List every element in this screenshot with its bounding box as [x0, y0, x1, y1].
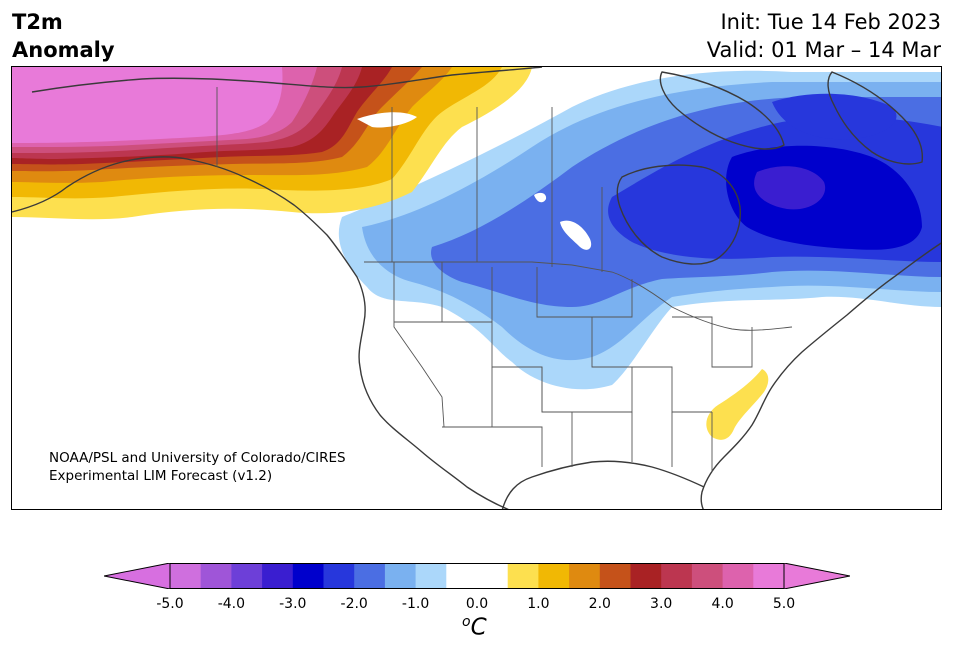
- colorbar-cell: [200, 563, 232, 589]
- colorbar-cell: [231, 563, 263, 589]
- colorbar-cell: [292, 563, 324, 589]
- unit-letter: C: [470, 614, 487, 641]
- colorbar-cell: [384, 563, 417, 589]
- colorbar-cell: [323, 563, 355, 589]
- degree-sign: o: [462, 614, 471, 630]
- colorbar-cell: [691, 563, 724, 589]
- colorbar-cell: [722, 563, 754, 589]
- valid-range: Valid: 01 Mar – 14 Mar: [706, 38, 941, 62]
- date-info: Init: Tue 14 Feb 2023 Valid: 01 Mar – 14…: [707, 8, 941, 64]
- warm-region-max: [12, 67, 283, 143]
- title-subtitle: Anomaly: [12, 38, 115, 62]
- map-svg: [12, 67, 941, 509]
- colorbar-cell: [538, 563, 570, 589]
- colorbar-cell: [446, 563, 478, 589]
- anomaly-map: [11, 66, 942, 510]
- colorbar-tick-label: 2.0: [588, 596, 611, 612]
- colorbar-tick-label: 0.0: [465, 596, 489, 612]
- colorbar: [104, 563, 850, 589]
- warm-region-southeast: [706, 369, 769, 440]
- title-variable: T2m: [12, 10, 63, 34]
- colorbar-over-arrow: [783, 563, 850, 589]
- colorbar-unit: oC: [462, 614, 487, 641]
- credit-line2: Experimental LIM Forecast (v1.2): [49, 468, 273, 484]
- colorbar-cell: [507, 563, 539, 589]
- colorbar-tick-label: -5.0: [156, 596, 184, 612]
- colorbar-tick-label: 5.0: [772, 596, 796, 612]
- credit-text: NOAA/PSL and University of Colorado/CIRE…: [49, 449, 346, 485]
- colorbar-cell: [599, 563, 631, 589]
- colorbar-tick-label: 4.0: [711, 596, 734, 612]
- colorbar-cell: [477, 563, 509, 589]
- colorbar-tick-label: 3.0: [650, 596, 673, 612]
- credit-line1: NOAA/PSL and University of Colorado/CIRE…: [49, 450, 346, 466]
- colorbar-tick-label: -2.0: [340, 596, 368, 612]
- colorbar-tick-label: 1.0: [527, 596, 550, 612]
- colorbar-tick-label: -4.0: [217, 596, 246, 612]
- colorbar-cell: [630, 563, 662, 589]
- colorbar-cell: [661, 563, 693, 589]
- colorbar-under-arrow: [104, 563, 171, 589]
- colorbar-ticks: -5.0 -4.0 -3.0 -2.0 -1.0 0.0 1.0 2.0 3.0 4.0 5.0: [0, 596, 953, 616]
- colorbar-cell: [415, 563, 447, 589]
- colorbar-tick-label: -3.0: [279, 596, 307, 612]
- colorbar-tick-label: -1.0: [401, 596, 430, 612]
- chart-title: T2m Anomaly: [12, 8, 115, 64]
- colorbar-cell: [262, 563, 294, 589]
- colorbar-cell: [569, 563, 601, 589]
- init-date: Init: Tue 14 Feb 2023: [720, 10, 941, 34]
- colorbar-cell: [354, 563, 386, 589]
- colorbar-cell: [170, 563, 202, 589]
- colorbar-cell: [753, 563, 785, 589]
